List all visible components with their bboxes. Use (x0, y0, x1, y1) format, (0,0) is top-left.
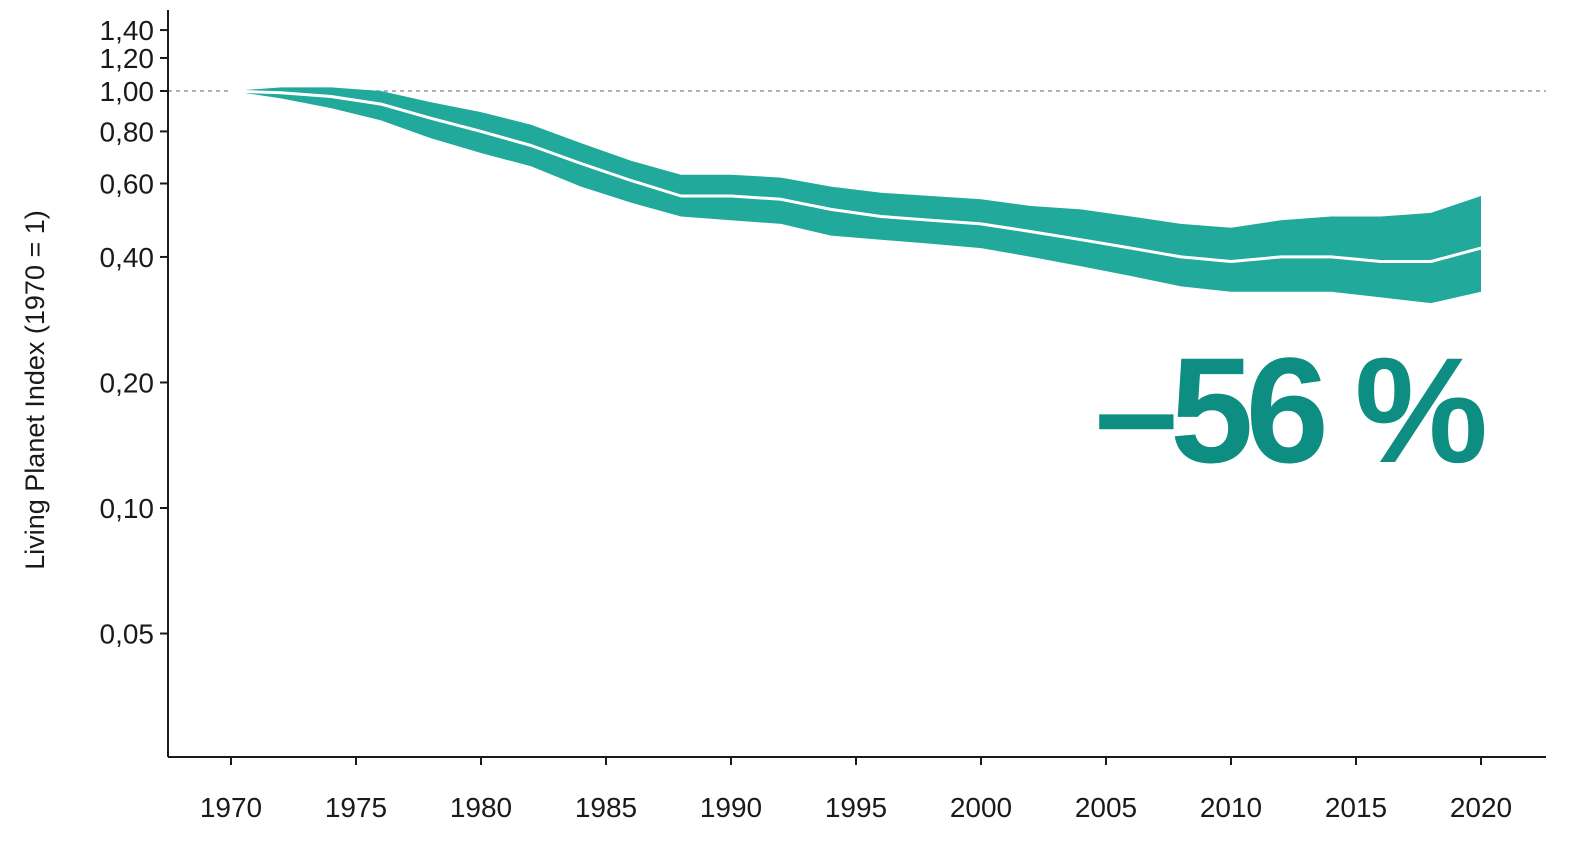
x-tick-label: 2010 (1200, 792, 1262, 823)
x-tick-label: 1985 (575, 792, 637, 823)
decline-percentage-annotation: –56 % (1095, 326, 1485, 494)
x-tick-label: 2000 (950, 792, 1012, 823)
y-axis-title: Living Planet Index (1970 = 1) (20, 210, 50, 570)
x-tick-label: 2020 (1450, 792, 1512, 823)
x-tick-label: 1995 (825, 792, 887, 823)
x-tick-label: 2005 (1075, 792, 1137, 823)
x-tick-label: 1980 (450, 792, 512, 823)
y-tick-label: 0,10 (100, 493, 155, 524)
y-tick-label: 1,00 (100, 76, 155, 107)
x-tick-label: 2015 (1325, 792, 1387, 823)
y-tick-label: 0,80 (100, 116, 155, 147)
y-tick-label: 1,40 (100, 15, 155, 46)
confidence-band (231, 87, 1481, 303)
x-tick-label: 1990 (700, 792, 762, 823)
y-tick-label: 0,05 (100, 619, 155, 650)
y-tick-label: 0,20 (100, 367, 155, 398)
x-tick-label: 1975 (325, 792, 387, 823)
y-tick-label: 1,20 (100, 43, 155, 74)
x-tick-label: 1970 (200, 792, 262, 823)
y-tick-label: 0,60 (100, 169, 155, 200)
y-tick-label: 0,40 (100, 242, 155, 273)
